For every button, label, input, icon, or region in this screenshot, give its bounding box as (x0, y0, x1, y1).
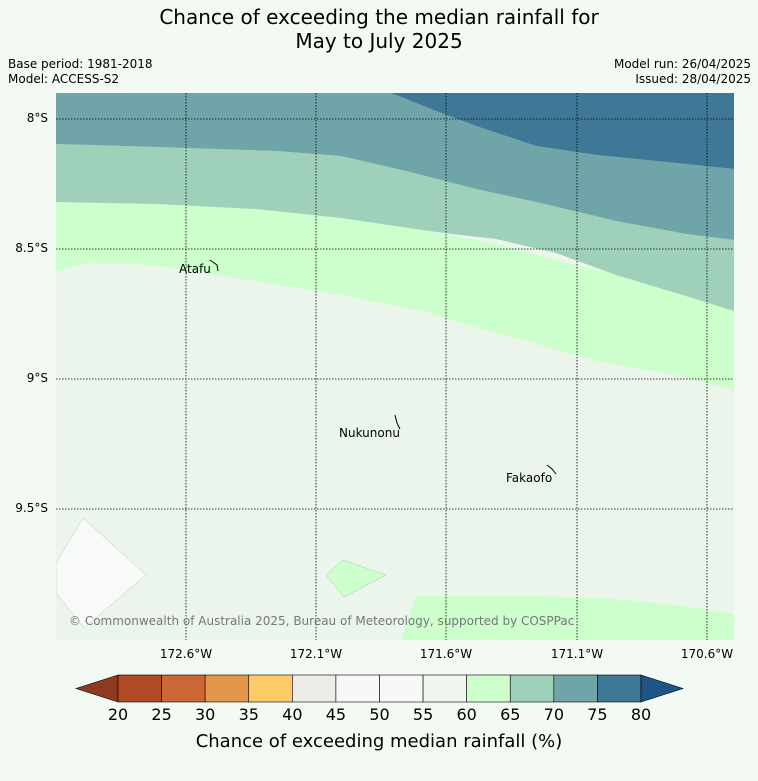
colorbar-cell (466, 674, 511, 703)
place-nukunonu: Nukunonu (339, 426, 400, 440)
colorbar-cell (553, 674, 598, 703)
colorbar-cell (335, 674, 380, 703)
lon-label-170-6: 170.6°W (680, 647, 734, 661)
colorbar-cell (204, 674, 250, 703)
colorbar-cell (597, 674, 642, 703)
gridlines (56, 93, 734, 640)
colorbar-tick-label: 25 (151, 705, 172, 724)
colorbar-tick-label: 40 (282, 705, 303, 724)
colorbar-cell (379, 674, 424, 703)
zone-50-55-patch (56, 517, 147, 629)
lat-label-9-5: 9.5°S (15, 501, 48, 515)
fakaofo-atoll (546, 464, 557, 475)
lat-label-9: 9°S (26, 371, 48, 385)
colorbar-tick-label: 30 (194, 705, 216, 724)
issued-date: Issued: 28/04/2025 (635, 72, 751, 86)
place-atafu: Atafu (179, 262, 211, 276)
title-line-1: Chance of exceeding the median rainfall … (159, 5, 599, 29)
colorbar-tick-label: 20 (107, 705, 129, 724)
copyright-notice: © Commonwealth of Australia 2025, Bureau… (69, 614, 575, 628)
colorbar-cell (509, 674, 555, 703)
colorbar-tick-label: 70 (543, 705, 565, 724)
meta-left: Base period: 1981-2018 Model: ACCESS-S2 (8, 57, 153, 87)
zone-70-75 (56, 93, 734, 240)
zone-75-80 (391, 93, 734, 169)
colorbar-cells (117, 674, 642, 703)
colorbar-tick-label: 60 (456, 705, 477, 724)
nukunonu-atoll (394, 414, 401, 430)
lat-label-8: 8°S (26, 111, 48, 125)
colorbar-tick-label: 75 (587, 705, 608, 724)
colorbar-tick-label: 50 (369, 705, 390, 724)
colorbar (75, 674, 684, 703)
zone-60-65-patch (325, 559, 387, 598)
lon-label-172-6: 172.6°W (159, 647, 213, 661)
colorbar-cell (161, 674, 206, 703)
colorbar-cell (292, 674, 337, 703)
place-fakaofo: Fakaofo (506, 471, 553, 485)
atolls (209, 259, 557, 475)
atafu-atoll (209, 259, 219, 272)
colorbar-cell (248, 674, 293, 703)
title-line-2: May to July 2025 (295, 29, 463, 53)
zone-65-70 (56, 144, 734, 311)
lat-label-8-5: 8.5°S (15, 241, 48, 255)
colorbar-tick-label: 65 (500, 705, 521, 724)
base-period: Base period: 1981-2018 (8, 57, 153, 71)
colorbar-tick-label: 55 (412, 705, 434, 724)
colorbar-under-arrow (75, 674, 119, 703)
meta-right: Model run: 26/04/2025 Issued: 28/04/2025 (614, 57, 751, 87)
colorbar-cell (117, 674, 162, 703)
colorbar-label: Chance of exceeding median rainfall (%) (195, 731, 563, 752)
colorbar-over-arrow (640, 674, 684, 703)
model-name: Model: ACCESS-S2 (8, 72, 120, 86)
colorbar-tick-label: 45 (325, 705, 347, 724)
colorbar-tick-label: 80 (630, 705, 652, 724)
map-svg (56, 93, 734, 640)
zone-60-65-south (401, 596, 734, 640)
lon-label-171-1: 171.1°W (550, 647, 604, 661)
lon-label-172-1: 172.1°W (289, 647, 343, 661)
chart-title: Chance of exceeding the median rainfall … (0, 5, 758, 53)
lon-label-171-6: 171.6°W (419, 647, 473, 661)
model-run: Model run: 26/04/2025 (613, 57, 751, 71)
colorbar-cell (422, 674, 467, 703)
colorbar-tick-label: 35 (238, 705, 259, 724)
map-area (56, 93, 734, 640)
